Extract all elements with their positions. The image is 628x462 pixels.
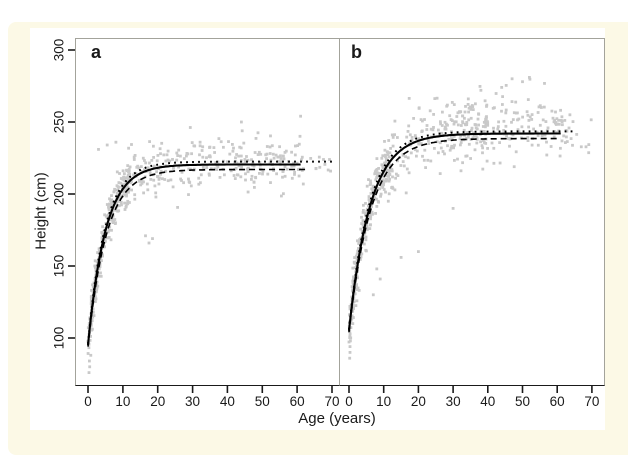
x-tick-label: 0 — [84, 394, 92, 409]
x-tick-label: 10 — [115, 394, 131, 409]
panel-b-box — [340, 38, 605, 386]
x-tick-label: 40 — [480, 394, 496, 409]
x-tick-label: 60 — [549, 394, 565, 409]
panel-a-label: a — [91, 42, 102, 62]
x-tick-label: 60 — [289, 394, 305, 409]
x-tick-label: 30 — [185, 394, 201, 409]
x-tick-label: 20 — [410, 394, 426, 409]
x-tick-label: 50 — [254, 394, 270, 409]
y-tick-label: 300 — [51, 38, 67, 62]
x-tick-label: 70 — [324, 394, 340, 409]
x-tick-label: 40 — [219, 394, 235, 409]
x-axis-title: Age (years) — [298, 410, 376, 427]
y-tick-label: 250 — [51, 110, 67, 134]
x-tick-label: 50 — [514, 394, 531, 409]
panel-a-box — [75, 38, 340, 386]
x-tick-label: 20 — [150, 394, 166, 409]
x-tick-label: 70 — [584, 394, 600, 409]
y-tick-label: 200 — [51, 182, 67, 206]
panel-b-label: b — [351, 42, 362, 62]
y-axis-title: Height (cm) — [32, 172, 50, 250]
x-tick-label: 10 — [376, 394, 392, 409]
x-tick-label: 0 — [345, 394, 353, 409]
y-tick-label: 100 — [51, 326, 67, 350]
x-tick-label: 30 — [445, 394, 461, 409]
y-tick-label: 150 — [51, 254, 67, 278]
